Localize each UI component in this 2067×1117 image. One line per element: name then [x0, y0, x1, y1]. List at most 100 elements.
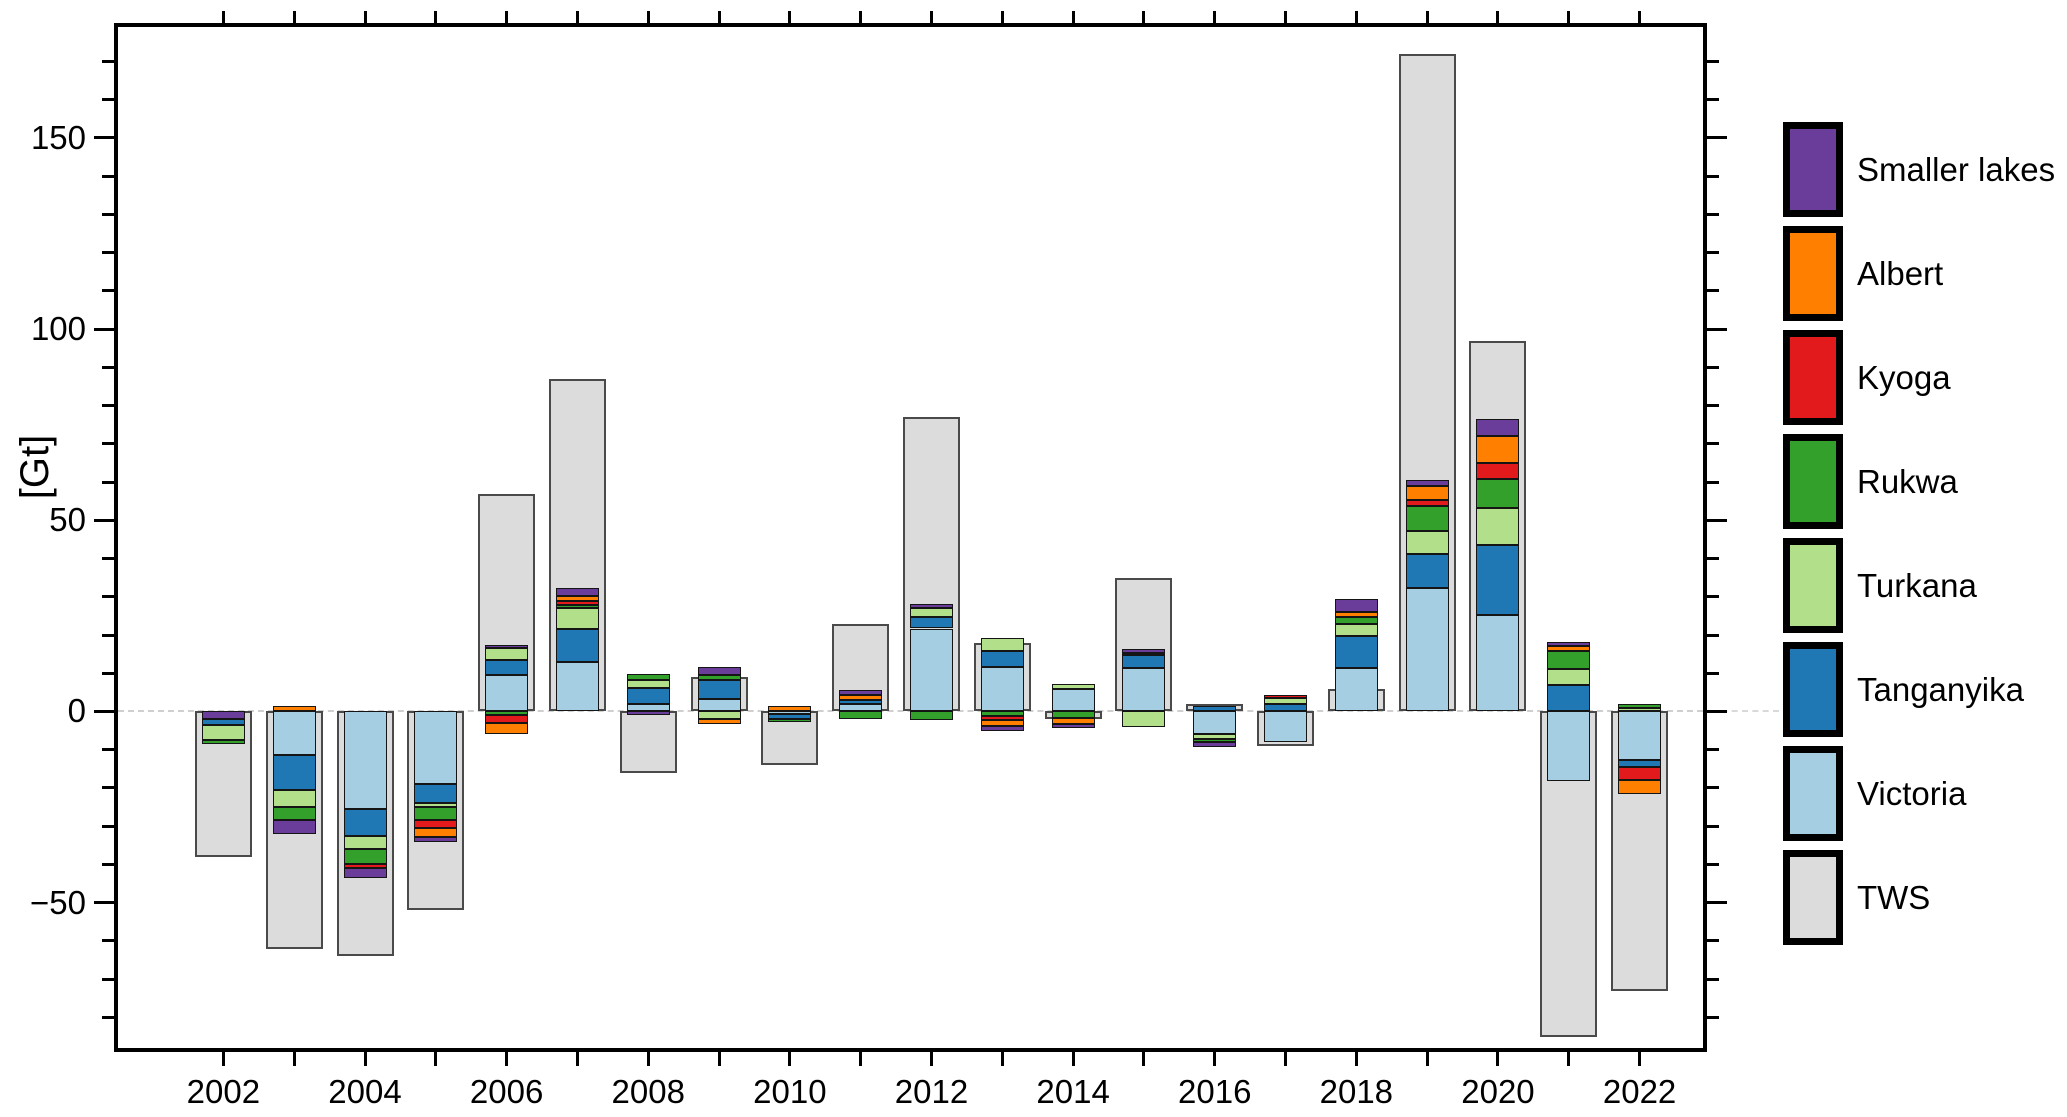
x-tick	[859, 1052, 863, 1066]
bar-segment-2013-turkana	[980, 637, 1024, 652]
x-tick	[1567, 1052, 1571, 1066]
y-minor-tick	[1707, 824, 1719, 828]
bar-segment-2007-albert	[555, 595, 599, 601]
bar-segment-2006-tanganyika	[485, 659, 529, 676]
y-tick-label: 150	[30, 118, 86, 156]
bar-segment-2022-tanganyika	[1618, 759, 1662, 768]
x-tick-label: 2004	[328, 1073, 402, 1110]
tws-bar-2008	[619, 711, 677, 773]
x-tick	[1142, 1052, 1146, 1066]
bar-segment-2022-rukwa	[1618, 703, 1662, 709]
y-minor-tick	[102, 442, 114, 446]
legend: Smaller lakes Albert Kyoga Rukwa Turkana Tang…	[1783, 122, 2055, 954]
bar-segment-2005-victoria	[414, 711, 458, 785]
x-tick	[1354, 1052, 1358, 1066]
bar-segment-2004-victoria	[343, 711, 387, 809]
x-tick	[292, 1052, 296, 1066]
y-major-tick	[1707, 518, 1727, 522]
y-minor-tick	[102, 289, 114, 293]
y-major-tick	[94, 709, 114, 713]
legend-entry-tws: TWS	[1783, 850, 2055, 945]
x-tick	[221, 1052, 225, 1066]
x-tick-label: 2018	[1319, 1073, 1394, 1110]
tws-bar-2006	[478, 493, 536, 712]
bar-segment-2021-victoria	[1547, 711, 1591, 781]
y-minor-tick	[102, 939, 114, 943]
bar-segment-2019-turkana	[1405, 530, 1449, 554]
y-minor-tick	[1707, 365, 1719, 369]
y-minor-tick	[102, 1015, 114, 1019]
x-tick	[788, 1052, 792, 1066]
y-minor-tick	[102, 98, 114, 102]
y-major-tick	[1707, 136, 1727, 140]
legend-label: Rukwa	[1857, 462, 1958, 500]
legend-label: Tanganyika	[1857, 670, 2024, 708]
bar-segment-2019-albert	[1405, 485, 1449, 501]
bar-segment-2015-smaller-lakes	[1122, 648, 1166, 653]
x-tick	[434, 1052, 438, 1066]
y-minor-tick	[102, 251, 114, 255]
y-major-tick	[94, 136, 114, 140]
y-minor-tick	[1707, 289, 1719, 293]
bar-segment-2020-turkana	[1476, 508, 1520, 546]
bar-segment-2014-rukwa	[1051, 711, 1095, 718]
bar-segment-2012-victoria	[910, 628, 953, 712]
bar-segment-2017-tanganyika	[1264, 704, 1308, 712]
bar-segment-2009-victoria	[697, 699, 741, 712]
x-tick-label: 2006	[469, 1073, 544, 1110]
bar-segment-2003-turkana	[272, 789, 316, 808]
bar-segment-2012-turkana	[910, 607, 953, 617]
bar-segment-2002-smaller-lakes	[201, 711, 245, 720]
x-tick-label: 2020	[1461, 1073, 1535, 1110]
bar-segment-2019-tanganyika	[1405, 553, 1449, 588]
bar-segment-2012-smaller-lakes	[910, 604, 953, 608]
x-tick-label: 2002	[186, 1073, 261, 1110]
legend-swatch-turkana	[1783, 538, 1843, 633]
x-tick	[1425, 1052, 1429, 1066]
bar-segment-2010-tanganyika	[768, 713, 812, 719]
x-tick	[717, 11, 721, 23]
bar-segment-2007-victoria	[555, 661, 599, 712]
legend-entry-kyoga: Kyoga	[1783, 330, 2055, 425]
x-tick	[1000, 1052, 1004, 1066]
bar-segment-2015-turkana	[1122, 711, 1166, 728]
bar-segment-2009-tanganyika	[697, 679, 741, 700]
bar-segment-2020-albert	[1476, 435, 1520, 463]
x-tick	[646, 11, 650, 23]
x-tick	[1496, 1052, 1500, 1066]
bar-segment-2004-tanganyika	[343, 809, 387, 836]
bar-segment-2015-victoria	[1122, 667, 1166, 712]
legend-swatch-tws	[1783, 850, 1843, 945]
bar-segment-2014-victoria	[1051, 688, 1095, 712]
x-tick	[1284, 1052, 1288, 1066]
x-tick	[1567, 11, 1571, 23]
bar-segment-2011-smaller-lakes	[839, 689, 883, 696]
x-tick	[1213, 1052, 1217, 1066]
bar-segment-2003-rukwa	[272, 807, 316, 821]
bar-segment-2002-tanganyika	[201, 719, 245, 725]
x-tick	[221, 11, 225, 23]
x-tick	[575, 1052, 579, 1066]
x-tick	[930, 11, 933, 23]
y-major-tick	[1707, 709, 1727, 713]
x-tick	[1425, 11, 1429, 23]
bar-segment-2013-victoria	[980, 666, 1024, 712]
x-tick	[363, 11, 367, 23]
y-minor-tick	[1707, 59, 1719, 63]
bar-segment-2020-tanganyika	[1476, 545, 1520, 616]
y-minor-tick	[1707, 748, 1719, 752]
y-minor-tick	[1707, 98, 1719, 102]
x-tick-label: 2016	[1178, 1073, 1252, 1110]
bar-segment-2006-albert	[485, 722, 529, 735]
bar-segment-2018-victoria	[1334, 668, 1378, 712]
bar-segment-2015-kyoga	[1122, 652, 1166, 656]
x-tick	[1071, 1052, 1075, 1066]
bar-segment-2013-tanganyika	[980, 651, 1024, 667]
bar-segment-2003-tanganyika	[272, 755, 316, 790]
x-tick	[292, 11, 296, 23]
y-minor-tick	[1707, 442, 1719, 446]
legend-label: Victoria	[1857, 774, 1967, 812]
bar-segment-2014-smaller-lakes	[1051, 723, 1095, 728]
legend-entry-rukwa: Rukwa	[1783, 434, 2055, 529]
